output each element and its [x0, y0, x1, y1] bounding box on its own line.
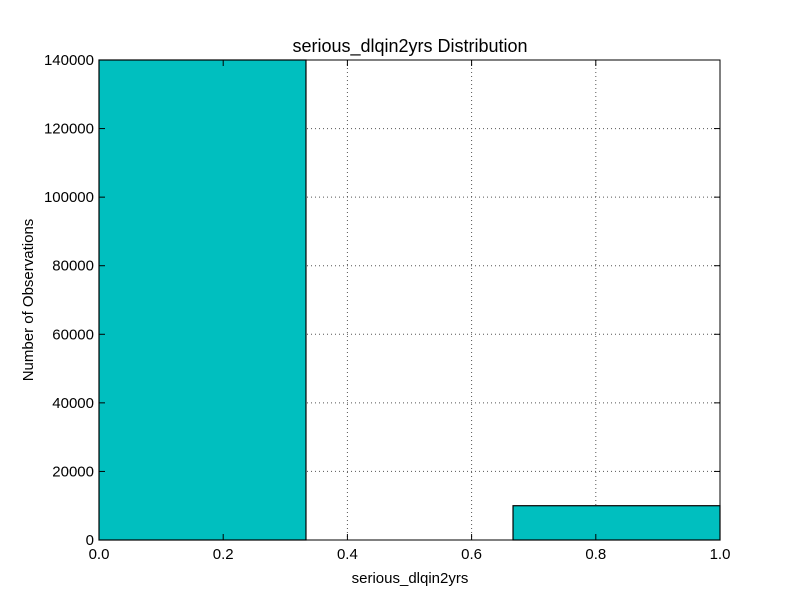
histogram-bar-0 [98, 59, 307, 541]
y-tick-label-4: 80000 [52, 258, 94, 275]
y-tick-label-6: 120000 [44, 121, 94, 138]
y-tick-label-2: 40000 [52, 395, 94, 412]
y-tick-label-5: 100000 [44, 189, 94, 206]
x-tick-label-1: 0.2 [213, 546, 234, 563]
plot-frame [98, 59, 721, 541]
bars [98, 59, 721, 541]
x-tick-label-2: 0.4 [337, 546, 358, 563]
y-tick-label-0: 0 [86, 532, 94, 549]
y-axis-ticks: 0 20000 40000 60000 80000 100000 120000 140000 [44, 52, 720, 549]
x-axis-label: serious_dlqin2yrs [352, 570, 469, 587]
x-tick-label-4: 0.8 [585, 546, 606, 563]
x-tick-label-5: 1.0 [710, 546, 731, 563]
y-tick-label-7: 140000 [44, 52, 94, 69]
chart-title: serious_dlqin2yrs Distribution [292, 36, 527, 57]
histogram-bar-2 [512, 505, 721, 541]
x-tick-label-0: 0.0 [89, 546, 110, 563]
y-tick-label-1: 20000 [52, 463, 94, 480]
y-tick-label-3: 60000 [52, 326, 94, 343]
x-tick-label-3: 0.6 [461, 546, 482, 563]
x-axis-ticks: 0.0 0.2 0.4 0.6 0.8 1.0 [89, 60, 731, 563]
y-axis-label: Number of Observations [20, 219, 37, 382]
